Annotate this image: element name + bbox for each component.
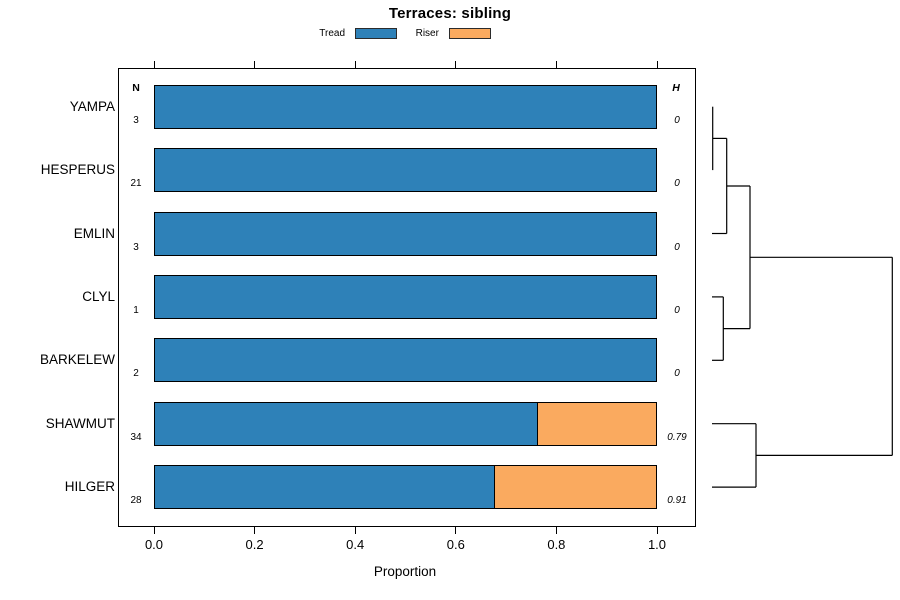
n-column-header: N [132,82,140,94]
h-value: 0 [674,304,680,316]
axis-tick-top [555,61,557,68]
legend-entry-tread: Tread [319,28,397,39]
category-label: CLYL [82,288,115,304]
legend-swatch-riser [448,28,491,39]
axis-tick-top [455,61,457,68]
h-value: 0 [674,241,680,253]
legend-entry-riser: Riser [416,28,491,39]
h-value: 0.91 [667,495,687,507]
axis-tick-bottom [555,527,557,534]
axis-tick-bottom [153,527,155,534]
legend: Tread Riser [0,28,810,39]
legend-label-riser: Riser [415,28,439,39]
stacked-bar [154,401,657,446]
x-tick-label: 0.4 [346,537,365,552]
x-tick-label: 0.6 [446,537,465,552]
riser-segment [495,466,656,509]
legend-swatch-tread [354,28,397,39]
x-axis-label: Proportion [373,564,437,579]
n-value: 3 [133,114,139,126]
tread-segment [155,275,656,318]
tread-segment [155,149,656,192]
tread-segment [155,466,496,509]
n-value: 2 [133,368,139,380]
stacked-bar [154,84,657,129]
stacked-bar [154,274,657,319]
n-value: 21 [130,178,142,190]
n-value: 3 [133,241,139,253]
stacked-bar [154,211,657,256]
axis-tick-bottom [455,527,457,534]
axis-tick-top [153,61,155,68]
category-label: HESPERUS [40,162,115,178]
n-value: 34 [130,431,142,443]
axis-tick-bottom [656,527,658,534]
n-value: 28 [130,495,142,507]
x-tick-label: 0.0 [144,537,164,552]
tread-segment [155,402,539,445]
n-value: 1 [133,304,139,316]
h-value: 0.79 [667,431,687,443]
x-tick-label: 0.2 [245,537,264,552]
tread-segment [155,339,656,382]
h-value: 0 [674,368,680,380]
axis-tick-bottom [354,527,356,534]
category-label: EMLIN [73,225,115,241]
tread-segment [155,85,656,128]
stacked-bar [154,148,657,193]
h-column-header: H [672,82,680,94]
h-value: 0 [674,114,680,126]
chart-title: Terraces: sibling [388,5,512,22]
stacked-bar [154,465,657,510]
axis-tick-top [254,61,256,68]
axis-tick-top [656,61,658,68]
tread-segment [155,212,656,255]
x-tick-label: 1.0 [647,537,667,552]
riser-segment [538,402,656,445]
axis-tick-top [354,61,356,68]
category-label: SHAWMUT [45,415,115,431]
category-label: BARKELEW [39,352,115,368]
axis-tick-bottom [254,527,256,534]
x-tick-label: 0.8 [547,537,566,552]
category-label: HILGER [64,479,115,495]
h-value: 0 [674,178,680,190]
stacked-bar [154,338,657,383]
category-label: YAMPA [69,98,115,114]
legend-label-tread: Tread [319,28,346,39]
